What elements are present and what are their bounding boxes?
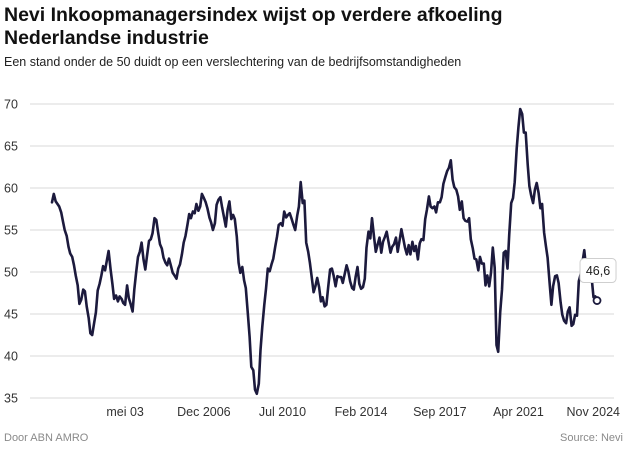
- last-point-marker: [592, 296, 602, 305]
- series-group: [50, 107, 599, 396]
- x-tick-label: Sep 2017: [413, 405, 467, 419]
- footer-author: Door ABN AMRO: [4, 432, 89, 444]
- x-tick-label: Jul 2010: [259, 405, 306, 419]
- y-tick-label: 40: [4, 350, 18, 364]
- x-tick-label: Apr 2021: [493, 405, 544, 419]
- y-tick-label: 35: [4, 392, 18, 406]
- gridlines: [30, 103, 614, 399]
- x-tick-label: Dec 2006: [177, 405, 231, 419]
- chart-subtitle: Een stand onder de 50 duidt op een versl…: [4, 55, 462, 69]
- x-tick-labels: mei 03 Dec 2006 Jul 2010 Feb 2014 Sep 2017 Ap…: [106, 405, 620, 419]
- footer-source: Source: Nevi: [560, 432, 623, 444]
- series-line: [50, 107, 599, 396]
- x-tick-label: Nov 2024: [566, 405, 620, 419]
- y-tick-label: 55: [4, 224, 18, 238]
- y-tick-label: 70: [4, 98, 18, 112]
- y-tick-label: 45: [4, 308, 18, 322]
- y-tick-label: 65: [4, 140, 18, 154]
- x-tick-label: mei 03: [106, 405, 144, 419]
- y-tick-label: 50: [4, 266, 18, 280]
- last-value-label: 46,6: [586, 264, 610, 278]
- x-tick-label: Feb 2014: [335, 405, 388, 419]
- y-tick-label: 60: [4, 182, 18, 196]
- last-value-callout: 46,6: [579, 258, 617, 305]
- callout-box: [579, 258, 617, 284]
- y-tick-labels: 35 40 45 50 55 60 65 70: [4, 98, 18, 406]
- chart-title: Nevi Inkoopmanagersindex wijst op verder…: [4, 4, 503, 49]
